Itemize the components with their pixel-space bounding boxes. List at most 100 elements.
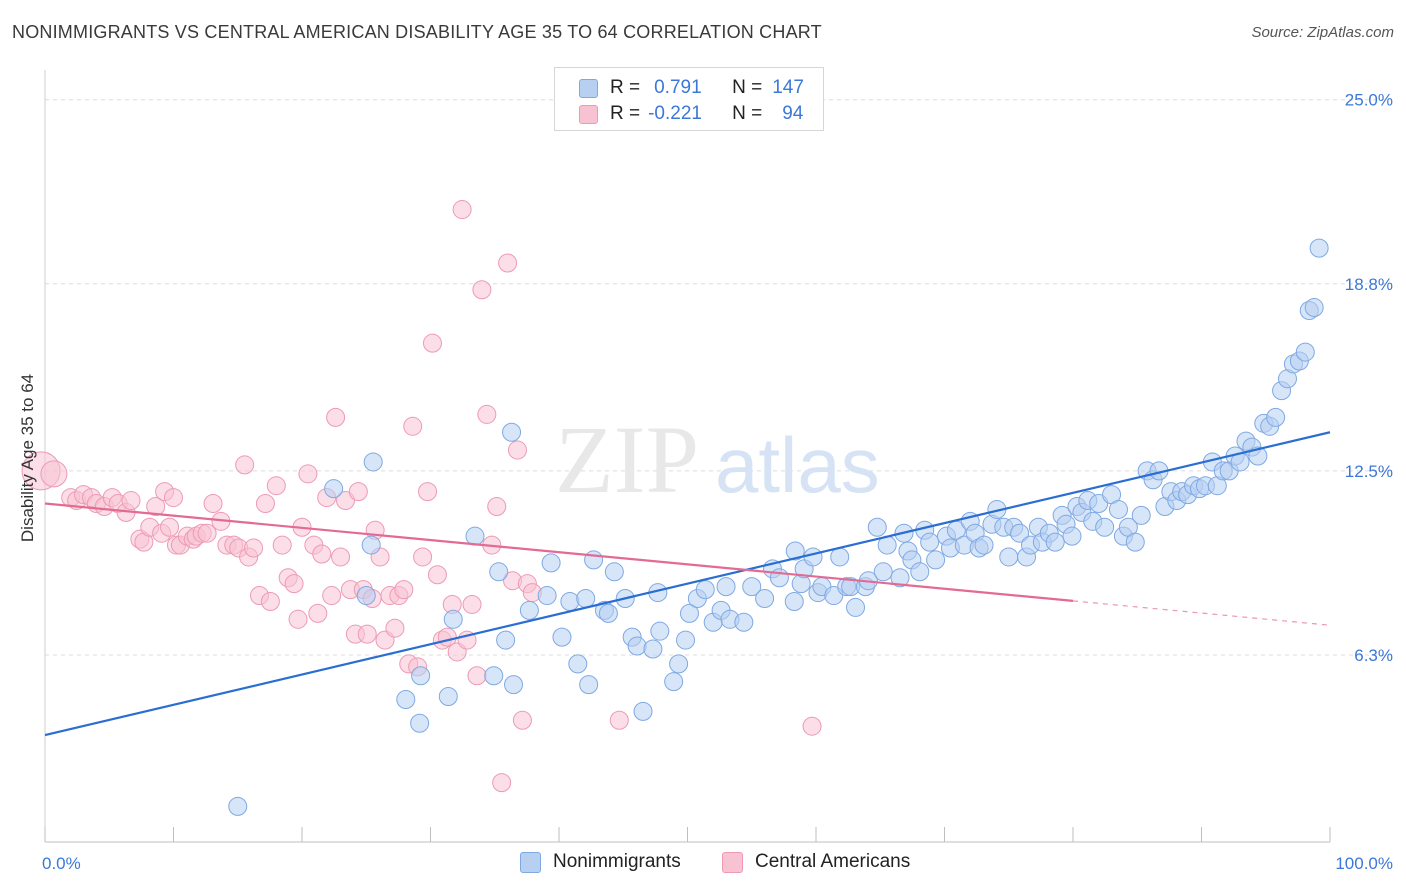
central-american-point	[308, 603, 328, 623]
central-american-point	[203, 494, 223, 514]
central-american-point	[492, 773, 512, 793]
x-tick-label: 0.0%	[42, 854, 81, 873]
central-american-point	[802, 716, 822, 736]
nonimmigrant-point	[1295, 342, 1315, 362]
central-american-point	[413, 547, 433, 567]
watermark-atlas: atlas	[715, 421, 880, 509]
nonimmigrant-point	[361, 535, 381, 555]
nonimmigrants-points	[228, 238, 1329, 816]
nonimmigrant-point	[926, 550, 946, 570]
nonimmigrant-point	[716, 577, 736, 597]
nonimmigrant-point	[396, 689, 416, 709]
grid-lines	[45, 99, 1392, 656]
central-american-point	[322, 586, 342, 606]
legend-r-label: R =	[610, 77, 641, 98]
bottom-legend-swatch-pink	[722, 851, 743, 873]
nonimmigrant-point	[669, 654, 689, 674]
nonimmigrant-point	[1125, 532, 1145, 552]
nonimmigrant-point	[1010, 523, 1030, 543]
central-american-point	[266, 476, 286, 496]
nonimmigrant-point	[643, 639, 663, 659]
central-american-point	[348, 482, 368, 502]
central-american-point	[357, 624, 377, 644]
nonimmigrant-point	[552, 627, 572, 647]
central-american-point	[472, 280, 492, 300]
central-american-point	[260, 591, 280, 611]
nonimmigrant-point	[873, 562, 893, 582]
nonimmigrant-point	[484, 666, 504, 686]
nonimmigrant-point	[604, 562, 624, 582]
nonimmigrant-point	[734, 612, 754, 632]
nonimmigrant-point	[537, 586, 557, 606]
nonimmigrant-point	[443, 609, 463, 629]
nonimmigrant-point	[999, 547, 1019, 567]
nonimmigrant-point	[784, 591, 804, 611]
nonimmigrant-point	[1309, 238, 1329, 258]
trend-lines	[44, 431, 1331, 737]
nonimmigrant-point	[695, 580, 715, 600]
nonimmigrant-point	[1131, 505, 1151, 525]
nonimmigrant-point	[541, 553, 561, 573]
central-american-point	[298, 464, 318, 484]
legend-r-value: -0.221	[648, 103, 702, 124]
correlation-legend: R = 0.791 N = 147 R = -0.221 N = 94	[554, 67, 824, 131]
central-american-point	[512, 710, 532, 730]
nonimmigrant-point	[228, 796, 248, 816]
central-american-point	[467, 666, 487, 686]
nonimmigrant-point	[1248, 446, 1268, 466]
central-american-point	[477, 404, 497, 424]
nonimmigrant-point	[438, 687, 458, 707]
nonimmigrant-point	[650, 621, 670, 641]
nonimmigrant-point	[519, 600, 539, 620]
central-american-point	[284, 574, 304, 594]
nonimmigrant-point	[664, 672, 684, 692]
x-tick-label: 100.0%	[1335, 854, 1393, 873]
nonimmigrant-point	[974, 535, 994, 555]
y-tick-label: 18.8%	[1345, 275, 1393, 294]
central-american-point	[146, 496, 166, 516]
central-american-point	[121, 491, 141, 511]
central-american-point	[394, 580, 414, 600]
central-american-point	[164, 488, 183, 508]
nonimmigrant-point	[1266, 407, 1286, 427]
central-american-point	[418, 482, 438, 502]
nonimmigrant-point	[785, 541, 805, 561]
bottom-legend-swatch-blue	[520, 851, 541, 873]
central-american-point	[427, 565, 447, 585]
nonimmigrant-point	[584, 550, 604, 570]
legend-r-label: R =	[610, 103, 641, 124]
central-american-point	[507, 440, 527, 460]
central-american-point	[40, 460, 68, 488]
y-tick-label: 25.0%	[1345, 91, 1393, 110]
nonimmigrants-trend-line	[44, 431, 1331, 737]
central-american-point	[197, 523, 217, 543]
nonimmigrant-point	[679, 603, 699, 623]
nonimmigrant-point	[410, 713, 430, 733]
y-axis-label: Disability Age 35 to 64	[18, 374, 37, 542]
central-american-point	[609, 710, 629, 730]
bottom-legend-label: Nonimmigrants	[553, 851, 681, 872]
nonimmigrant-point	[1095, 517, 1115, 537]
central-american-point	[422, 333, 442, 353]
central-american-point	[326, 407, 346, 427]
tick-labels: 6.3% 12.5% 18.8% 25.0% 0.0% 100.0%	[42, 91, 1393, 873]
legend-n-value: 147	[772, 77, 804, 98]
nonimmigrant-point	[910, 562, 930, 582]
nonimmigrant-point	[465, 526, 485, 546]
legend-n-label: N =	[732, 103, 763, 124]
central-american-point	[160, 517, 180, 537]
bottom-legend-nonimmigrants: Nonimmigrants	[520, 851, 681, 873]
central-american-point	[288, 609, 308, 629]
watermark-zip: ZIP	[555, 406, 699, 513]
central-american-point	[487, 496, 507, 516]
central-american-point	[452, 200, 472, 220]
central-americans-trend-line	[44, 502, 1074, 602]
nonimmigrant-point	[755, 589, 775, 609]
nonimmigrant-point	[920, 532, 940, 552]
central-americans-points	[21, 200, 822, 793]
nonimmigrant-point	[489, 562, 509, 582]
legend-row-central-americans: R = -0.221 N = 94	[579, 102, 803, 126]
legend-n-value: 94	[782, 103, 804, 124]
nonimmigrant-point	[1304, 298, 1324, 318]
